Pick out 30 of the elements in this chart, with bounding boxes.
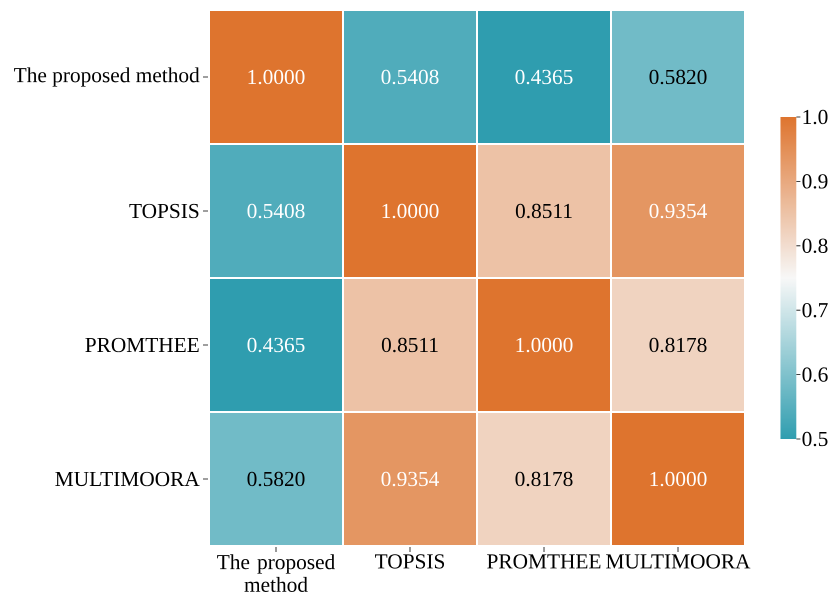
data-label: 1.0000 (248, 70, 305, 84)
data-label: 0.4365 (247, 338, 304, 352)
y-tick-label: MULTIMOORA (55, 472, 200, 486)
data-label: 0.8178 (649, 338, 707, 352)
color-bar-label: 1.0 (804, 110, 828, 124)
data-label: 0.5408 (247, 204, 305, 218)
color-bar-label: 0.5 (802, 432, 828, 446)
data-label: 1.0000 (650, 472, 707, 486)
data-label: 0.5408 (381, 70, 439, 84)
data-label: 1.0000 (516, 338, 573, 352)
data-label: 0.9354 (381, 472, 439, 486)
data-label: 0.8511 (382, 338, 438, 352)
data-label: 1.0000 (382, 204, 439, 218)
x-tick-label: MULTIMOORA (606, 554, 750, 569)
color-bar-label: 0.6 (802, 367, 828, 382)
y-tick-label: The proposed method (14, 67, 200, 87)
data-label: 0.4365 (515, 70, 572, 84)
data-label: 0.9354 (649, 204, 707, 218)
x-tick-label: TOPSIS (375, 554, 444, 569)
color-bar-label: 0.8 (802, 238, 828, 254)
data-label: 0.8178 (515, 472, 573, 486)
y-tick-label: PROMTHEE (85, 338, 199, 352)
color-bar-label: 0.9 (802, 174, 828, 189)
data-label: 0.5820 (649, 70, 707, 84)
x-tick-label: The proposed method (217, 554, 335, 592)
data-label: 0.5820 (247, 472, 305, 486)
data-label: 0.8511 (516, 204, 572, 218)
color-bar-label: 0.7 (802, 302, 828, 318)
y-tick-label: TOPSIS (129, 204, 198, 218)
x-tick-label: PROMTHEE (487, 554, 600, 569)
